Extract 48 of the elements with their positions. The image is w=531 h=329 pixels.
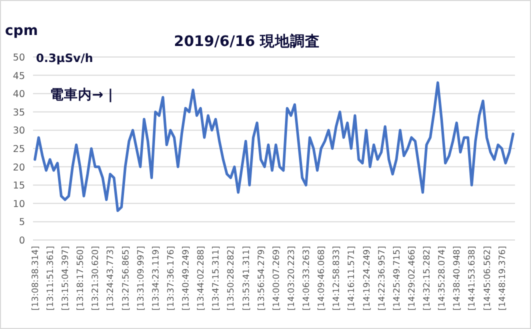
- y-tick-label: 10: [12, 198, 25, 210]
- y-tick-label: 30: [12, 126, 25, 137]
- x-tick-label: [14:32:15.282]: [422, 246, 433, 310]
- x-tick-label: [13:31:09.997]: [136, 246, 146, 310]
- x-tick-label: [13:27:56.865]: [121, 246, 132, 310]
- x-tick-label: [14:38:40.948]: [452, 246, 463, 310]
- x-tick-label: [14:00:07.269]: [272, 246, 282, 310]
- x-tick-label: [14:35:28.074]: [438, 246, 448, 310]
- x-tick-label: [14:19:24.249]: [362, 246, 372, 310]
- annotation: 電車内→ |: [50, 87, 113, 103]
- x-tick-label: [14:45:06.562]: [482, 246, 493, 310]
- x-tick-label: [13:47:15.311]: [212, 246, 222, 310]
- y-tick-label: 50: [12, 52, 25, 64]
- x-tick-label: [14:16:11.571]: [347, 246, 358, 310]
- y-tick-label: 15: [12, 180, 25, 192]
- y-tick-label: 35: [12, 107, 25, 118]
- x-tick-label: [13:34:23.119]: [151, 246, 162, 310]
- y-tick-label: 20: [12, 162, 25, 174]
- x-tick-label: [14:25:49.715]: [392, 246, 402, 310]
- y-tick-label: 40: [12, 89, 25, 100]
- x-tick-label: [14:41:53.638]: [468, 246, 478, 310]
- annotation: 0.3μSv/h: [36, 51, 94, 65]
- x-tick-label: [14:03:20.223]: [286, 246, 297, 310]
- y-tick-label: 0: [18, 236, 25, 246]
- y-tick-label: 5: [18, 217, 25, 228]
- x-tick-label: [13:44:02.288]: [196, 246, 207, 310]
- x-tick-label: [13:18:17.560]: [76, 246, 86, 310]
- x-tick-label: [14:12:58.833]: [332, 246, 342, 310]
- x-tick-label: [13:53:41.311]: [242, 246, 252, 310]
- x-tick-label: [13:56:54.279]: [256, 246, 267, 310]
- line-series: [34, 81, 514, 212]
- x-tick-label: [13:11:51.361]: [46, 246, 56, 310]
- x-tick-label: [13:40:49.249]: [182, 246, 192, 310]
- chart-title: 2019/6/16 現地調査: [174, 32, 320, 50]
- y-tick-label: 25: [12, 144, 25, 155]
- x-tick-label: [13:21:30.620]: [91, 246, 102, 310]
- x-tick-label: [14:48:19.376]: [498, 246, 508, 310]
- y-axis-title: cpm: [5, 23, 38, 39]
- x-tick-label: [14:29:02.466]: [407, 246, 418, 310]
- x-tick-label: [14:06:33.263]: [302, 246, 312, 310]
- x-tick-label: [13:24:43.773]: [106, 246, 116, 310]
- x-tick-label: [13:08:38.314]: [30, 246, 41, 310]
- x-tick-label: [13:15:04.397]: [61, 246, 72, 310]
- x-tick-label: [13:37:36.176]: [166, 246, 176, 310]
- x-tick-label: [14:22:36.957]: [377, 246, 388, 310]
- y-tick-label: 45: [12, 70, 25, 82]
- x-tick-label: [13:50:28.282]: [226, 246, 237, 310]
- x-tick-label: [14:09:46.068]: [317, 246, 328, 310]
